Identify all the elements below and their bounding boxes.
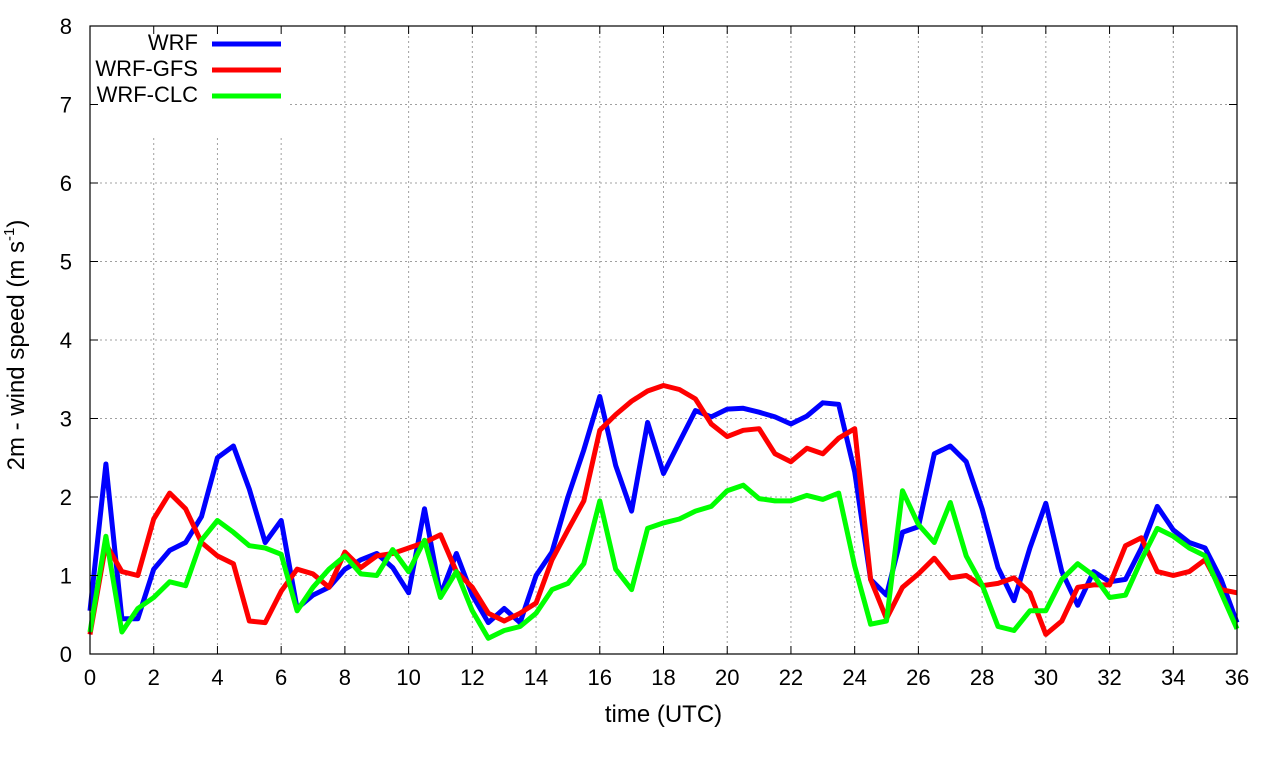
x-tick-label: 26 bbox=[906, 665, 930, 690]
y-tick-label: 5 bbox=[60, 250, 72, 275]
legend-label-wrf: WRF bbox=[148, 30, 198, 55]
x-tick-label: 6 bbox=[275, 665, 287, 690]
x-tick-label: 28 bbox=[970, 665, 994, 690]
legend-label-wrf-clc: WRF-CLC bbox=[97, 82, 199, 107]
plot-frame bbox=[89, 25, 1238, 655]
x-tick-label: 16 bbox=[588, 665, 612, 690]
x-tick-label: 18 bbox=[651, 665, 675, 690]
y-tick-label: 6 bbox=[60, 171, 72, 196]
x-tick-label: 30 bbox=[1034, 665, 1058, 690]
y-axis-label-close: ) bbox=[3, 220, 30, 228]
x-tick-label: 2 bbox=[148, 665, 160, 690]
grid-layer bbox=[90, 26, 1237, 654]
x-tick-label: 22 bbox=[779, 665, 803, 690]
y-tick-label: 7 bbox=[60, 93, 72, 118]
x-tick-label: 8 bbox=[339, 665, 351, 690]
y-tick-label: 2 bbox=[60, 485, 72, 510]
x-tick-label: 20 bbox=[715, 665, 739, 690]
x-tick-label: 14 bbox=[524, 665, 548, 690]
x-tick-label: 36 bbox=[1225, 665, 1249, 690]
x-tick-label: 34 bbox=[1161, 665, 1185, 690]
series-layer bbox=[87, 383, 1240, 641]
y-axis-label-main: 2m - wind speed (m s bbox=[3, 241, 30, 470]
x-tick-label: 12 bbox=[460, 665, 484, 690]
x-tick-label: 4 bbox=[211, 665, 223, 690]
legend-label-wrf-gfs: WRF-GFS bbox=[95, 56, 198, 81]
y-tick-label: 1 bbox=[60, 564, 72, 589]
x-tick-label: 10 bbox=[396, 665, 420, 690]
series-line-wrf-gfs bbox=[87, 383, 1238, 637]
y-tick-label: 3 bbox=[60, 407, 72, 432]
x-tick-label: 24 bbox=[842, 665, 866, 690]
y-axis-label: 2m - wind speed (m s-1) bbox=[1, 220, 30, 471]
x-tick-label: 32 bbox=[1097, 665, 1121, 690]
series-line-wrf-clc bbox=[87, 482, 1240, 641]
y-axis-label-superscript: -1 bbox=[1, 228, 18, 241]
tick-layer: 0 2 4 6 8 10 12 14 16 18 20 22 24 26 28 30 32 34 360123456… bbox=[60, 14, 1249, 690]
x-tick-label: 0 bbox=[84, 665, 96, 690]
y-tick-label: 0 bbox=[60, 642, 72, 667]
x-axis-label: time (UTC) bbox=[605, 701, 722, 728]
y-tick-label: 4 bbox=[60, 328, 72, 353]
y-tick-label: 8 bbox=[60, 14, 72, 39]
series-line-wrf bbox=[87, 394, 1240, 626]
